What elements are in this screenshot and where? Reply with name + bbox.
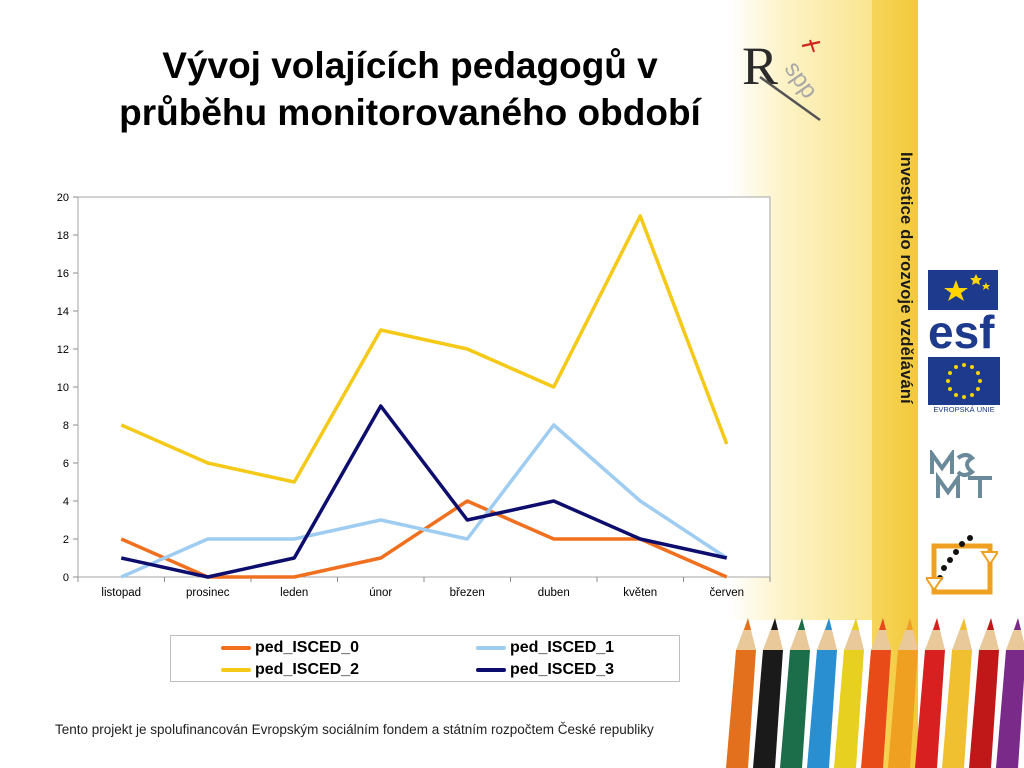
pencil-tip [736,618,756,650]
y-tick-label: 18 [57,230,69,242]
y-tick-label: 2 [63,534,69,546]
pencil-tip [844,618,864,650]
pencil-lead [987,618,994,630]
y-tick-label: 10 [57,382,69,394]
series-line-ped-isced-2 [120,214,729,484]
pencil-tip [871,618,891,650]
pencil-tip [952,618,972,650]
y-tick-label: 20 [57,192,69,204]
y-tick-label: 14 [57,306,69,318]
title-line-2: průběhu monitorovaného období [119,92,701,133]
legend-label: ped_ISCED_2 [255,661,360,678]
pencil-tip [817,618,837,650]
esf-logo: esf [928,270,998,350]
y-tick-label: 16 [57,268,69,280]
msmt-logo [930,450,992,498]
pencil-body [753,650,783,768]
pencil-tip [979,618,999,650]
pencil-lead [933,618,940,630]
rspp-logo: R spp [742,36,823,122]
legend-label: ped_ISCED_0 [255,639,360,656]
x-tick-label: listopad [101,587,141,599]
pencil-lead [771,618,778,630]
legend-item: ped_ISCED_2 [221,660,359,680]
pencil-body [915,650,945,768]
eu-label: EVROPSKÁ UNIE [933,405,995,414]
legend-label: ped_ISCED_1 [510,639,615,656]
x-tick-label: duben [538,587,570,599]
legend-item: ped_ISCED_1 [476,638,614,658]
x-tick-label: únor [369,587,392,599]
pencil-body [861,650,891,768]
y-tick-label: 4 [63,496,69,508]
series-line-ped-isced-1 [120,423,728,579]
legend-swatch [476,646,506,650]
page-title: Vývoj volajících pedagogů v průběhu moni… [30,42,790,136]
legend-item: ped_ISCED_3 [476,660,614,680]
eu-flag-icon [928,357,1000,405]
x-tick-label: březen [450,587,485,599]
pencil-tip [925,618,945,650]
pencil-lead [798,618,805,630]
pencil-lead [1014,618,1021,630]
footer-text: Tento projekt je spolufinancován Evropsk… [55,722,654,737]
x-tick-label: prosinec [186,587,230,599]
pencil-lead [852,618,859,630]
pencil-body [969,650,999,768]
pencil-body [996,650,1024,768]
pencil-tip [763,618,783,650]
svg-text:esf: esf [928,306,995,350]
pencil-body [726,650,756,768]
pencils-illustration [726,618,1024,768]
pencil-lead [906,618,913,630]
x-tick-label: leden [280,587,308,599]
legend-swatch [221,646,251,650]
y-tick-label: 0 [63,572,69,584]
pencil-lead [825,618,832,630]
pencil-tip [790,618,810,650]
x-tick-label: červen [709,587,744,599]
title-line-1: Vývoj volajících pedagogů v [162,45,658,86]
op-vk-logo [926,535,998,595]
pencil-lead [879,618,886,630]
pencil-body [942,650,972,768]
legend-swatch [221,668,251,672]
pencil-body [888,650,918,768]
pencil-lead [744,618,751,630]
pencil-lead [960,618,967,630]
series-line-ped-isced-3 [120,404,728,579]
pencil-body [807,650,837,768]
x-tick-label: květen [623,587,657,599]
pencil-body [780,650,810,768]
chart-legend: ped_ISCED_0 ped_ISCED_1 ped_ISCED_2 ped_ISC… [170,635,680,682]
legend-swatch [476,668,506,672]
y-tick-label: 8 [63,420,69,432]
legend-label: ped_ISCED_3 [510,661,615,678]
side-slogan: Investice do rozvoje vzdělávání [897,152,915,404]
pencil-body [834,650,864,768]
legend-item: ped_ISCED_0 [221,638,359,658]
pencil-tip [898,618,918,650]
y-tick-label: 12 [57,344,69,356]
y-tick-label: 6 [63,458,69,470]
